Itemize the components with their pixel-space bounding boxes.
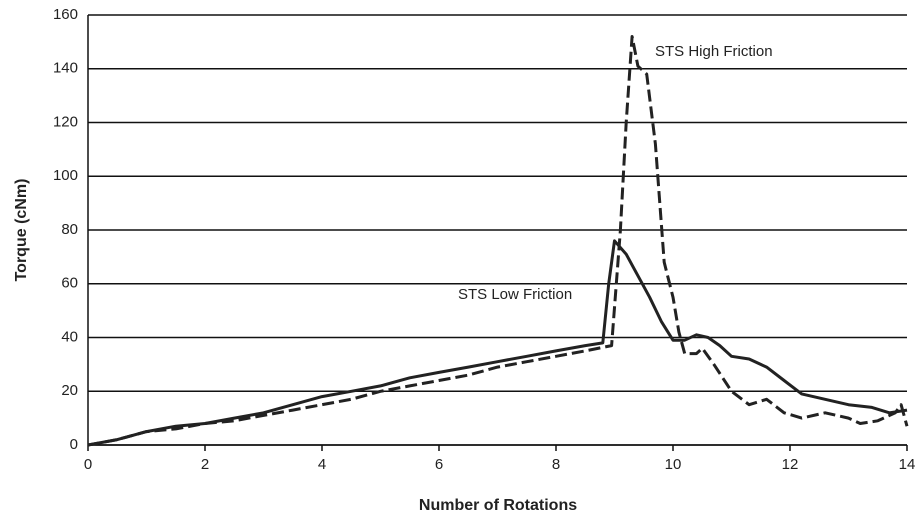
series-label: STS Low Friction <box>458 286 572 303</box>
y-tick-label: 0 <box>70 436 78 453</box>
y-tick-label: 20 <box>61 382 78 399</box>
x-tick-label: 14 <box>899 456 916 473</box>
x-tick-label: 4 <box>318 456 326 473</box>
series-label: STS High Friction <box>655 43 773 60</box>
x-tick-label: 6 <box>435 456 443 473</box>
y-axis-title: Torque (cNm) <box>13 179 30 282</box>
y-tick-label: 40 <box>61 328 78 345</box>
y-tick-label: 140 <box>53 60 78 77</box>
y-tick-label: 60 <box>61 275 78 292</box>
y-tick-label: 120 <box>53 113 78 130</box>
x-tick-label: 0 <box>84 456 92 473</box>
x-axis-title: Number of Rotations <box>419 497 577 514</box>
x-tick-label: 10 <box>665 456 682 473</box>
y-tick-label: 160 <box>53 6 78 23</box>
x-tick-label: 12 <box>782 456 799 473</box>
x-tick-label: 8 <box>552 456 560 473</box>
line-series <box>87 239 908 447</box>
line-series <box>87 35 909 447</box>
y-tick-label: 100 <box>53 167 78 184</box>
x-tick-label: 2 <box>201 456 209 473</box>
y-tick-label: 80 <box>61 221 78 238</box>
